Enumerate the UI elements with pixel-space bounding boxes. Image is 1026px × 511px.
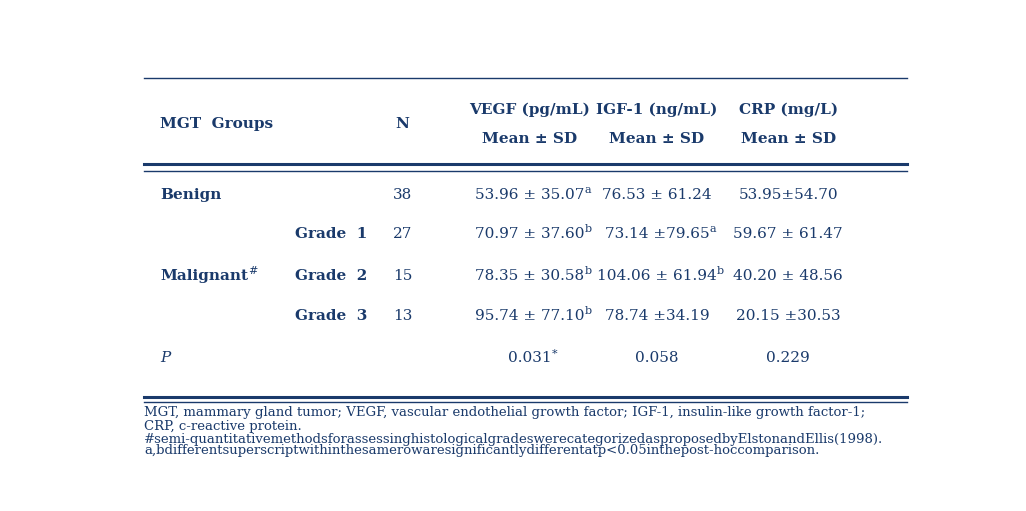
Text: Mean ± SD: Mean ± SD	[741, 132, 836, 146]
Text: 27: 27	[393, 227, 412, 241]
Text: 0.229: 0.229	[766, 352, 811, 365]
Text: CRP (mg/L): CRP (mg/L)	[739, 102, 838, 117]
Text: b: b	[585, 224, 592, 234]
Text: a,bdifferentsuperscriptwithinthesamerowaresignificantlydifferentatp<0.05inthepos: a,bdifferentsuperscriptwithinthesamerowa…	[144, 445, 820, 457]
Text: P: P	[160, 352, 170, 365]
Text: #semi-quantitativemethodsforassessinghistologicalgradeswerecategorizedasproposed: #semi-quantitativemethodsforassessinghis…	[144, 432, 883, 446]
Text: 38: 38	[393, 188, 412, 202]
Text: 40.20 ± 48.56: 40.20 ± 48.56	[734, 269, 843, 283]
Text: 76.53 ± 61.24: 76.53 ± 61.24	[602, 188, 712, 202]
Text: VEGF (pg/mL): VEGF (pg/mL)	[469, 102, 590, 117]
Text: Grade  2: Grade 2	[295, 269, 367, 283]
Text: Malignant: Malignant	[160, 269, 248, 283]
Text: Grade  3: Grade 3	[295, 309, 367, 323]
Text: Mean ± SD: Mean ± SD	[609, 132, 705, 146]
Text: #: #	[248, 266, 258, 276]
Text: 53.95±54.70: 53.95±54.70	[739, 188, 838, 202]
Text: 0.058: 0.058	[635, 352, 679, 365]
Text: Benign: Benign	[160, 188, 222, 202]
Text: IGF-1 (ng/mL): IGF-1 (ng/mL)	[596, 102, 718, 117]
Text: N: N	[396, 118, 409, 131]
Text: b: b	[585, 266, 591, 276]
Text: a: a	[585, 185, 591, 195]
Text: *: *	[552, 349, 557, 359]
Text: 78.74 ±34.19: 78.74 ±34.19	[604, 309, 709, 323]
Text: a: a	[709, 224, 716, 234]
Text: 78.35 ± 30.58: 78.35 ± 30.58	[475, 269, 585, 283]
Text: b: b	[717, 266, 724, 276]
Text: CRP, c-reactive protein.: CRP, c-reactive protein.	[144, 420, 302, 433]
Text: Mean ± SD: Mean ± SD	[482, 132, 578, 146]
Text: 104.06 ± 61.94: 104.06 ± 61.94	[597, 269, 717, 283]
Text: Grade  1: Grade 1	[295, 227, 367, 241]
Text: 70.97 ± 37.60: 70.97 ± 37.60	[475, 227, 585, 241]
Text: MGT, mammary gland tumor; VEGF, vascular endothelial growth factor; IGF-1, insul: MGT, mammary gland tumor; VEGF, vascular…	[144, 406, 865, 419]
Text: 73.14 ±79.65: 73.14 ±79.65	[604, 227, 709, 241]
Text: MGT  Groups: MGT Groups	[160, 118, 273, 131]
Text: b: b	[585, 307, 592, 316]
Text: 15: 15	[393, 269, 412, 283]
Text: 13: 13	[393, 309, 412, 323]
Text: 53.96 ± 35.07: 53.96 ± 35.07	[475, 188, 585, 202]
Text: 95.74 ± 77.10: 95.74 ± 77.10	[475, 309, 585, 323]
Text: 20.15 ±30.53: 20.15 ±30.53	[736, 309, 840, 323]
Text: 59.67 ± 61.47: 59.67 ± 61.47	[734, 227, 843, 241]
Text: 0.031: 0.031	[508, 352, 552, 365]
